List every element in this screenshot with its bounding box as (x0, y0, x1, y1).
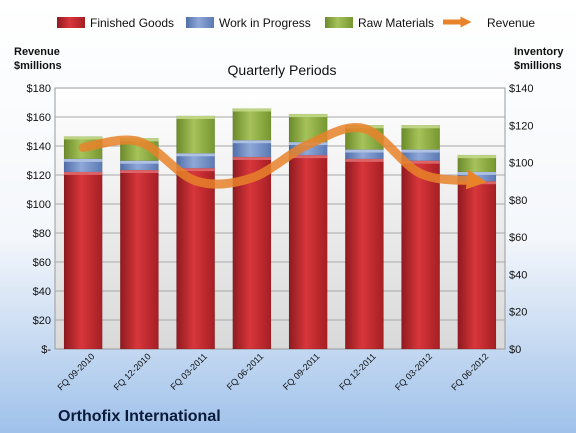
right-tick-label: $60 (509, 232, 527, 244)
right-tick-label: $140 (509, 83, 533, 95)
bar-raw-materials (232, 108, 272, 141)
left-tick-label: $60 (33, 257, 51, 269)
bar-top-finished-goods (64, 171, 103, 175)
left-axis-ticks: $- $20 $40 $60 $80 $100 $120 $140 $160 $180 (27, 83, 52, 356)
bar-top-finished-goods (232, 156, 271, 160)
left-tick-label: $20 (33, 315, 51, 327)
bar-top-raw-materials (457, 155, 496, 159)
bar-top-raw-materials (401, 125, 440, 129)
bar-top-finished-goods (289, 155, 328, 159)
bar-finished-goods (345, 158, 384, 350)
legend-label-work-in-progress: Work in Progress (219, 16, 311, 30)
bar-finished-goods (63, 171, 103, 350)
bar-top-work-in-progress (176, 153, 215, 157)
bar-raw-materials (401, 125, 440, 150)
bar-top-work-in-progress (401, 149, 440, 153)
right-axis-title-line1: Inventory (514, 46, 564, 58)
bar-top-finished-goods (120, 170, 159, 174)
bar-finished-goods (120, 169, 159, 350)
right-tick-label: $80 (509, 195, 527, 207)
company-name: Orthofix International (58, 408, 221, 425)
right-tick-label: $40 (509, 269, 527, 281)
right-axis-ticks: $0 $20 $40 $60 $80 $100 $120 $140 (509, 83, 533, 356)
bar-top-work-in-progress (232, 140, 271, 144)
bar-top-work-in-progress (345, 149, 384, 153)
bar-finished-goods (288, 154, 328, 350)
bar-top-raw-materials (289, 114, 328, 118)
bar-top-raw-materials (64, 136, 103, 140)
left-tick-label: $180 (27, 83, 51, 95)
left-tick-label: $160 (27, 112, 51, 124)
right-tick-label: $100 (509, 158, 533, 170)
legend-label-finished-goods: Finished Goods (90, 16, 174, 30)
left-tick-label: $- (41, 344, 51, 356)
legend-swatch-finished-goods (57, 17, 85, 28)
revenue-line (78, 123, 487, 190)
left-axis-title-line2: $millions (14, 60, 62, 72)
bar-finished-goods (401, 160, 440, 350)
bar-top-work-in-progress (120, 160, 159, 164)
legend-swatch-work-in-progress (186, 17, 214, 28)
legend: Finished Goods Work in Progress Raw Mate… (57, 16, 535, 30)
bar-top-raw-materials (232, 108, 271, 112)
bar-finished-goods (232, 156, 272, 350)
left-tick-label: $80 (33, 228, 51, 240)
right-tick-label: $20 (509, 307, 527, 319)
bar-top-work-in-progress (457, 171, 496, 175)
bar-finished-goods (457, 180, 497, 350)
revenue-line-series (78, 123, 487, 190)
bar-top-finished-goods (176, 168, 215, 172)
right-tick-label: $0 (509, 344, 521, 356)
chart-title: Quarterly Periods (228, 62, 337, 78)
bar-top-finished-goods (401, 160, 440, 164)
left-tick-label: $100 (27, 199, 51, 211)
right-axis-title-line2: $millions (514, 60, 562, 72)
legend-swatch-raw-materials (325, 17, 353, 28)
legend-label-revenue: Revenue (487, 16, 535, 30)
bar-raw-materials (176, 115, 215, 154)
right-tick-label: $120 (509, 120, 533, 132)
left-axis-title-line1: Revenue (14, 46, 60, 58)
bar-series (63, 108, 497, 350)
left-tick-label: $120 (27, 170, 51, 182)
bar-finished-goods (176, 167, 215, 350)
left-tick-label: $40 (33, 286, 51, 298)
legend-label-raw-materials: Raw Materials (358, 16, 434, 30)
left-tick-label: $140 (27, 141, 51, 153)
bar-top-work-in-progress (64, 158, 103, 162)
bar-top-finished-goods (345, 158, 384, 162)
bar-top-raw-materials (176, 115, 215, 119)
